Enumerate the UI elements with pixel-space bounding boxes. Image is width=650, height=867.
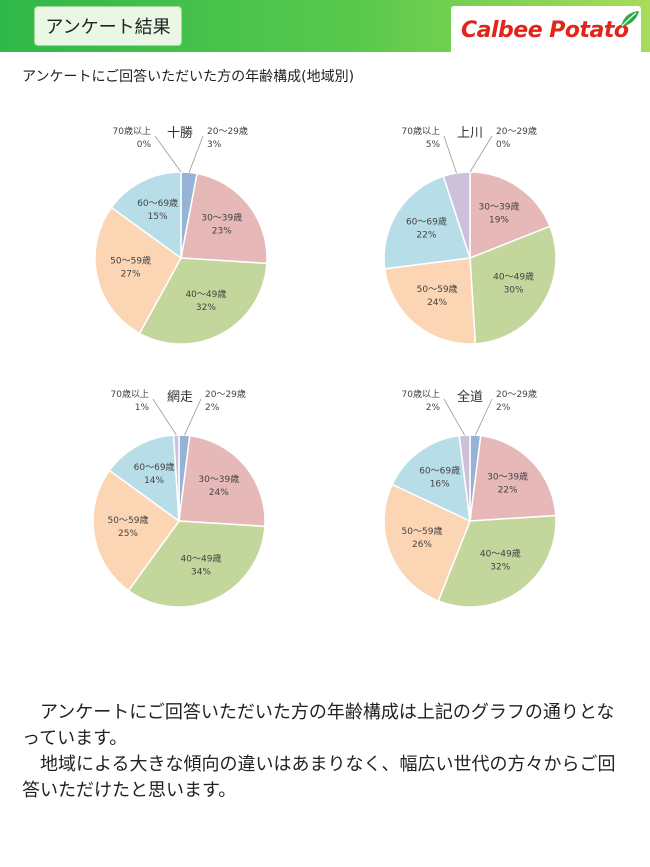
slice-30-39: [469, 434, 557, 522]
slice-label-70-plus: 70歳以上 0%: [113, 125, 152, 150]
header-title-text: アンケート結果: [45, 17, 171, 38]
slice-label-30-39: 30～39歳 23%: [201, 211, 242, 236]
slice-50-59: [94, 206, 182, 335]
leader-line: [475, 398, 493, 436]
slice-40-49: [138, 257, 268, 345]
slice-label-60-69: 60～69歳 15%: [137, 197, 178, 222]
slice-50-59: [383, 483, 471, 602]
slice-label-50-59: 50～59歳 27%: [110, 254, 151, 279]
pie-chart-kamikawa: 上川 20～29歳 0% 30～39歳 19% 40～49歳 30% 50～59歳 24% 60～…: [383, 125, 557, 345]
slice-40-49: [127, 520, 266, 608]
slice-label-50-59: 50～59歳 25%: [108, 514, 149, 539]
slice-60-69: [110, 171, 182, 260]
slice-label-20-29: 20～29歳 2%: [496, 388, 537, 413]
slice-label-60-69: 60～69歳 14%: [134, 461, 175, 486]
slice-label-40-49: 40～49歳 30%: [493, 271, 534, 296]
slice-label-60-69: 60～69歳 16%: [419, 464, 460, 489]
body-paragraph-2: 地域による大きな傾向の違いはあまりなく、幅広い世代の方々からご回答いただけたと思…: [22, 754, 616, 801]
slice-30-39: [469, 171, 551, 260]
slice-label-30-39: 30～39歳 24%: [198, 473, 239, 498]
leader-line: [152, 398, 177, 436]
page-subtitle: アンケートにご回答いただいた方の年齢構成(地域別): [22, 69, 355, 85]
body-text: アンケートにご回答いただいた方の年齢構成は上記のグラフの通りとなっています。 地…: [22, 700, 622, 804]
slice-40-49: [437, 514, 557, 608]
slice-50-59: [92, 469, 181, 592]
pie-chart-abashiri: 網走 20～29歳 2% 30～39歳 24% 40～49歳 34% 50～59歳 25% 60～…: [92, 388, 266, 608]
pie-chart-tokachi: 十勝 20～29歳 3% 30～39歳 23% 40～49歳 32% 50～59歳 27% 60～…: [94, 125, 268, 345]
slice-60-69: [383, 175, 471, 270]
slice-label-70-plus: 70歳以上 2%: [402, 388, 441, 413]
slice-50-59: [383, 257, 477, 345]
slice-70-plus: [442, 171, 471, 259]
slice-label-60-69: 60～69歳 22%: [406, 215, 447, 240]
chart-title: 十勝: [167, 126, 193, 141]
slice-40-49: [469, 225, 557, 345]
leader-line: [443, 398, 465, 436]
slice-label-70-plus: 70歳以上 5%: [402, 125, 441, 150]
header-title: アンケート結果: [34, 6, 182, 46]
slice-20-29: [469, 434, 482, 522]
slice-60-69: [391, 434, 471, 523]
slice-label-30-39: 30～39歳 19%: [479, 200, 520, 225]
slice-label-20-29: 20～29歳 2%: [205, 388, 246, 413]
slice-label-20-29: 20～29歳 3%: [207, 125, 248, 150]
logo-text: Calbee Potato: [461, 18, 629, 43]
leader-line: [184, 398, 202, 436]
slice-label-20-29: 20～29歳 0%: [496, 125, 537, 150]
slice-label-40-49: 40～49歳 32%: [480, 548, 521, 573]
leader-line: [443, 135, 457, 174]
slice-label-50-59: 50～59歳 26%: [402, 525, 443, 550]
slice-label-40-49: 40～49歳 34%: [181, 553, 222, 578]
chart-title: 上川: [457, 126, 483, 141]
slice-20-29: [178, 434, 191, 522]
slice-label-40-49: 40～49歳 32%: [185, 288, 226, 313]
slice-label-70-plus: 70歳以上 1%: [111, 388, 150, 413]
body-paragraph-1: アンケートにご回答いただいた方の年齢構成は上記のグラフの通りとなっています。: [22, 702, 615, 749]
pie-chart-zendo: 全道 20～29歳 2% 30～39歳 22% 40～49歳 32% 50～59歳 26% 60～…: [383, 388, 557, 608]
slice-label-30-39: 30～39歳 22%: [487, 471, 528, 496]
slice-30-39: [178, 434, 266, 528]
calbee-potato-logo: Calbee Potato: [451, 6, 641, 52]
chart-title: 全道: [457, 389, 483, 405]
slice-30-39: [180, 172, 268, 265]
slice-60-69: [108, 434, 180, 523]
slice-20-29: [180, 171, 198, 259]
leader-line: [469, 135, 493, 173]
leader-line: [188, 135, 204, 173]
slice-70-plus: [172, 434, 180, 522]
slice-70-plus: [458, 434, 471, 522]
chart-title: 網走: [167, 390, 193, 405]
slice-label-50-59: 50～59歳 24%: [417, 283, 458, 308]
leader-line: [154, 135, 182, 173]
leaf-icon: [621, 11, 639, 27]
